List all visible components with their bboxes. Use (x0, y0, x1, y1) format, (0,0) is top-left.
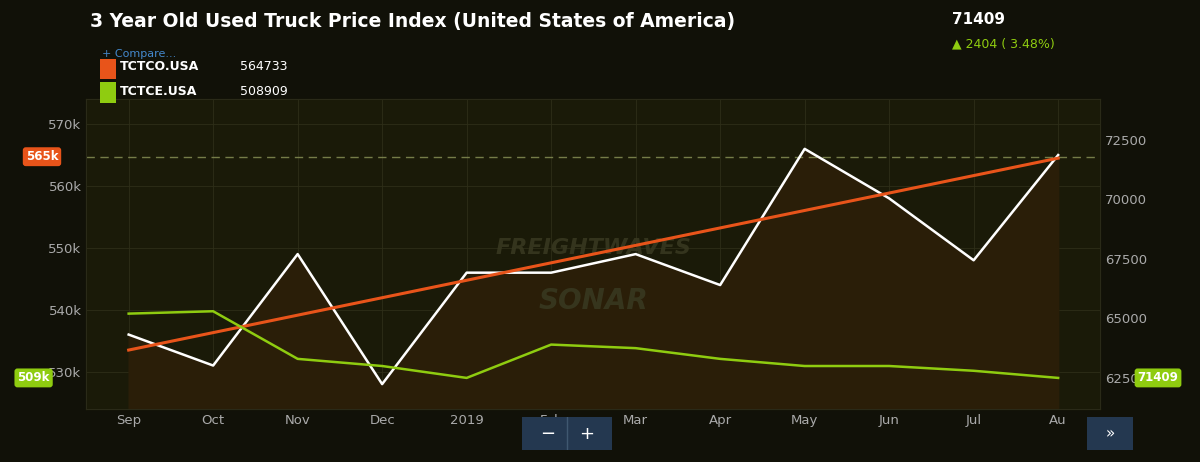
Text: FREIGHTWAVES: FREIGHTWAVES (496, 238, 691, 258)
Text: 564733: 564733 (240, 61, 288, 73)
Text: + Compare...: + Compare... (102, 49, 176, 59)
Text: TCTCO.USA: TCTCO.USA (120, 61, 199, 73)
Text: 508909: 508909 (240, 85, 288, 97)
Text: TCTCE.USA: TCTCE.USA (120, 85, 197, 97)
Text: »: » (1105, 426, 1115, 441)
Text: ▲ 2404 ( 3.48%): ▲ 2404 ( 3.48%) (952, 38, 1055, 51)
Text: 3 Year Old Used Truck Price Index (United States of America): 3 Year Old Used Truck Price Index (Unite… (90, 12, 736, 30)
Text: 71409: 71409 (952, 12, 1004, 26)
Text: 71409: 71409 (1138, 371, 1178, 384)
Text: 509k: 509k (18, 371, 49, 384)
Text: 565k: 565k (25, 150, 59, 163)
Text: +: + (580, 425, 594, 443)
Text: −: − (540, 425, 554, 443)
Text: SONAR: SONAR (539, 286, 648, 315)
